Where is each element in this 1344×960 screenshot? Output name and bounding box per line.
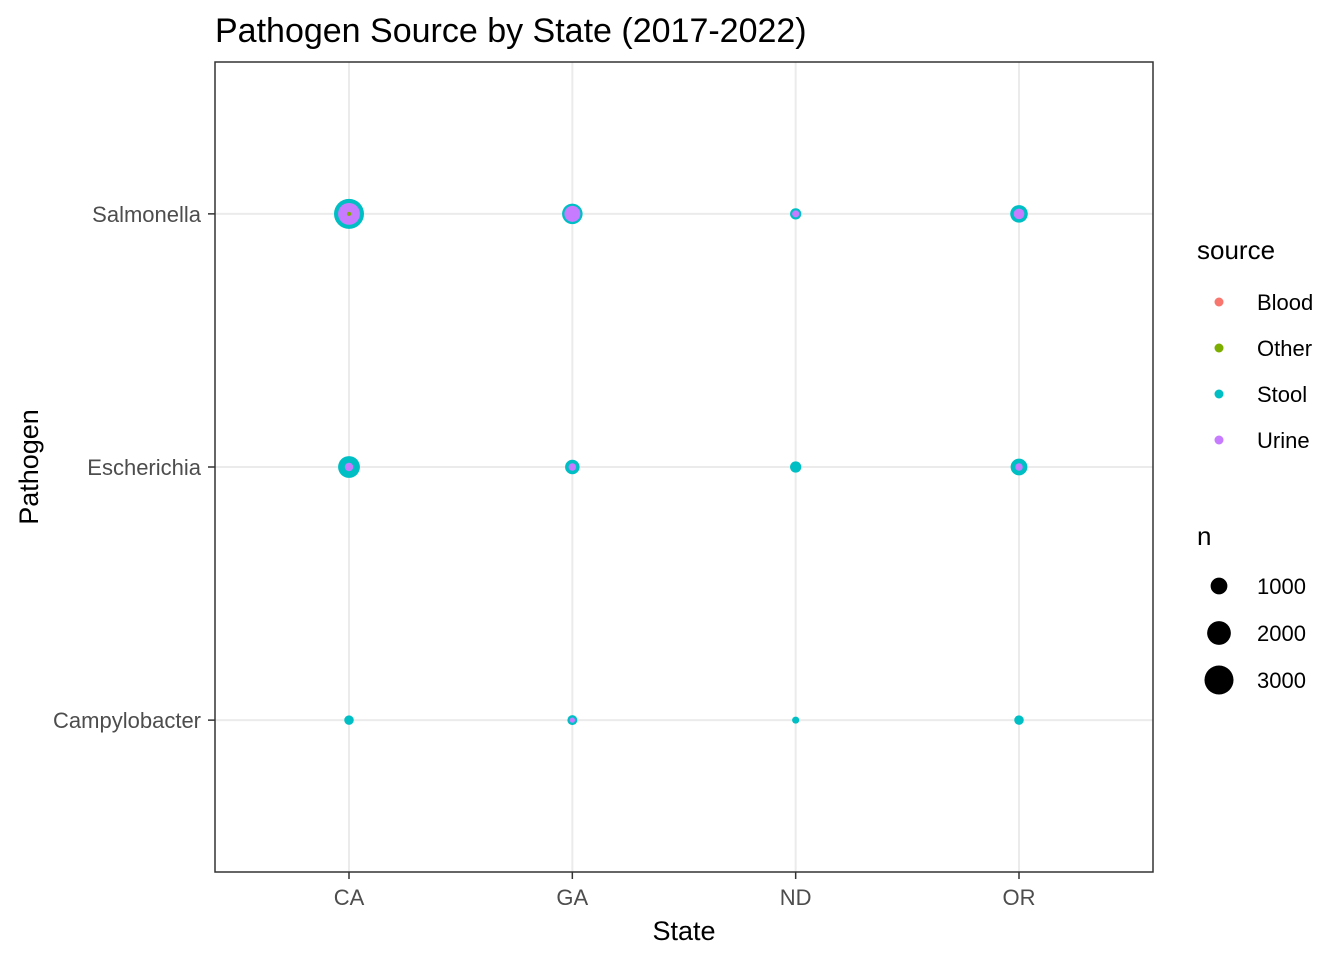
y-tick-label: Escherichia — [87, 455, 201, 480]
legend-key-blood — [1214, 297, 1224, 307]
legend-key-other — [1214, 343, 1224, 353]
legend-key-urine — [1214, 435, 1224, 445]
chart-title: Pathogen Source by State (2017-2022) — [215, 12, 807, 50]
data-point-ga-campylobacter-urine — [569, 717, 575, 723]
x-tick-label: CA — [334, 885, 365, 910]
x-tick-label: ND — [780, 885, 812, 910]
data-points — [334, 198, 1028, 726]
data-point-ga-salmonella-urine — [564, 205, 581, 222]
y-tick-label: Salmonella — [92, 202, 202, 227]
data-point-or-campylobacter-stool — [1014, 715, 1024, 725]
data-point-or-escherichia-urine — [1015, 463, 1023, 471]
legend: source n Blood Other Stool Urine 1000 2000 300… — [1197, 235, 1313, 695]
size-legend-label: 3000 — [1257, 668, 1306, 693]
grid-lines — [215, 62, 1153, 872]
size-legend-title: n — [1197, 521, 1211, 551]
data-point-nd-salmonella-urine — [792, 210, 800, 218]
data-point-nd-campylobacter-stool — [792, 716, 800, 724]
y-axis-title: Pathogen — [14, 409, 44, 525]
legend-key-stool — [1214, 389, 1224, 399]
data-point-nd-escherichia-stool — [790, 461, 802, 473]
data-point-ca-salmonella-other — [346, 211, 352, 216]
y-tick-label: Campylobacter — [53, 708, 201, 733]
x-tick-label: OR — [1003, 885, 1036, 910]
legend-label-other: Other — [1257, 336, 1312, 361]
size-legend-label: 1000 — [1257, 574, 1306, 599]
data-point-ga-escherichia-urine — [568, 463, 577, 471]
x-tick-label: GA — [556, 885, 588, 910]
legend-label-blood: Blood — [1257, 290, 1313, 315]
size-legend-label: 2000 — [1257, 621, 1306, 646]
axes: CA GA ND OR Campylobacter Escherichia Salmonel… — [53, 202, 1035, 910]
data-point-ca-escherichia-urine — [344, 462, 354, 472]
data-point-ca-campylobacter-stool — [344, 715, 354, 725]
size-legend-key — [1210, 577, 1228, 595]
size-legend-key — [1204, 665, 1234, 695]
legend-label-stool: Stool — [1257, 382, 1307, 407]
data-point-or-salmonella-urine — [1013, 208, 1025, 220]
x-axis-title: State — [652, 916, 715, 946]
legend-label-urine: Urine — [1257, 428, 1310, 453]
source-legend-title: source — [1197, 235, 1275, 265]
size-legend-key — [1207, 621, 1231, 645]
